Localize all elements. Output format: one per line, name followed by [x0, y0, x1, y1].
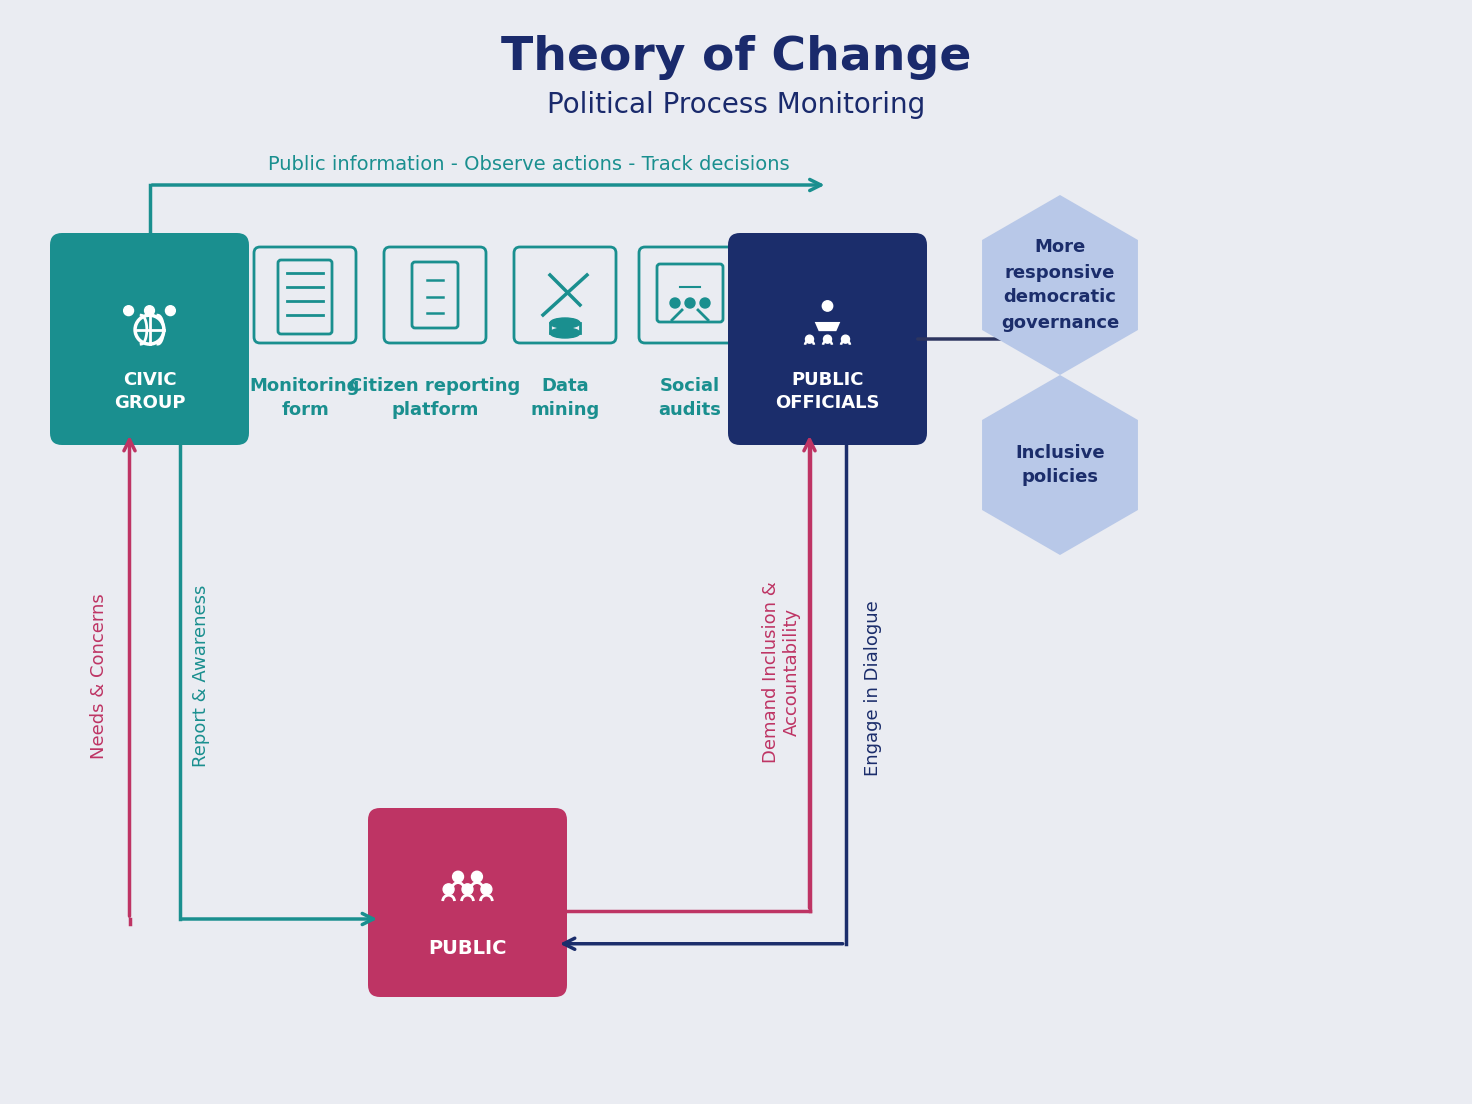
Circle shape [823, 336, 832, 343]
Circle shape [165, 306, 175, 316]
Text: More
responsive
democratic
governance: More responsive democratic governance [1001, 238, 1119, 331]
Circle shape [701, 298, 710, 308]
Circle shape [684, 298, 695, 308]
Text: PUBLIC
OFFICIALS: PUBLIC OFFICIALS [776, 371, 880, 413]
FancyBboxPatch shape [255, 247, 356, 343]
Text: Public information - Observe actions - Track decisions: Public information - Observe actions - T… [268, 156, 789, 174]
FancyBboxPatch shape [729, 233, 927, 445]
Polygon shape [982, 375, 1138, 555]
Text: Report & Awareness: Report & Awareness [193, 585, 210, 767]
Polygon shape [814, 322, 841, 331]
Text: Engage in Dialogue: Engage in Dialogue [864, 601, 883, 776]
Text: Demand Inclusion &
Accountability: Demand Inclusion & Accountability [762, 581, 801, 763]
Text: Political Process Monitoring: Political Process Monitoring [548, 91, 924, 119]
Text: Citizen reporting
platform: Citizen reporting platform [349, 376, 521, 418]
Circle shape [471, 871, 483, 882]
Text: Social
audits: Social audits [658, 376, 721, 418]
FancyBboxPatch shape [368, 808, 567, 997]
Text: Needs & Concerns: Needs & Concerns [90, 593, 109, 758]
FancyBboxPatch shape [639, 247, 740, 343]
FancyBboxPatch shape [50, 233, 249, 445]
Circle shape [823, 300, 833, 311]
Text: Monitoring
form: Monitoring form [250, 376, 361, 418]
Text: Data
mining: Data mining [530, 376, 599, 418]
Polygon shape [982, 195, 1138, 375]
FancyBboxPatch shape [514, 247, 615, 343]
Circle shape [124, 306, 134, 316]
Circle shape [670, 298, 680, 308]
FancyBboxPatch shape [384, 247, 486, 343]
Text: PUBLIC: PUBLIC [428, 940, 506, 958]
Circle shape [452, 871, 464, 882]
Circle shape [144, 306, 155, 316]
Circle shape [805, 336, 814, 343]
Circle shape [842, 336, 849, 343]
Text: Theory of Change: Theory of Change [500, 35, 972, 81]
Circle shape [462, 884, 473, 894]
Ellipse shape [551, 328, 580, 338]
Circle shape [481, 884, 492, 894]
Circle shape [443, 884, 453, 894]
Text: Inclusive
policies: Inclusive policies [1016, 444, 1105, 487]
Ellipse shape [551, 318, 580, 328]
Text: CIVIC
GROUP: CIVIC GROUP [113, 371, 185, 413]
